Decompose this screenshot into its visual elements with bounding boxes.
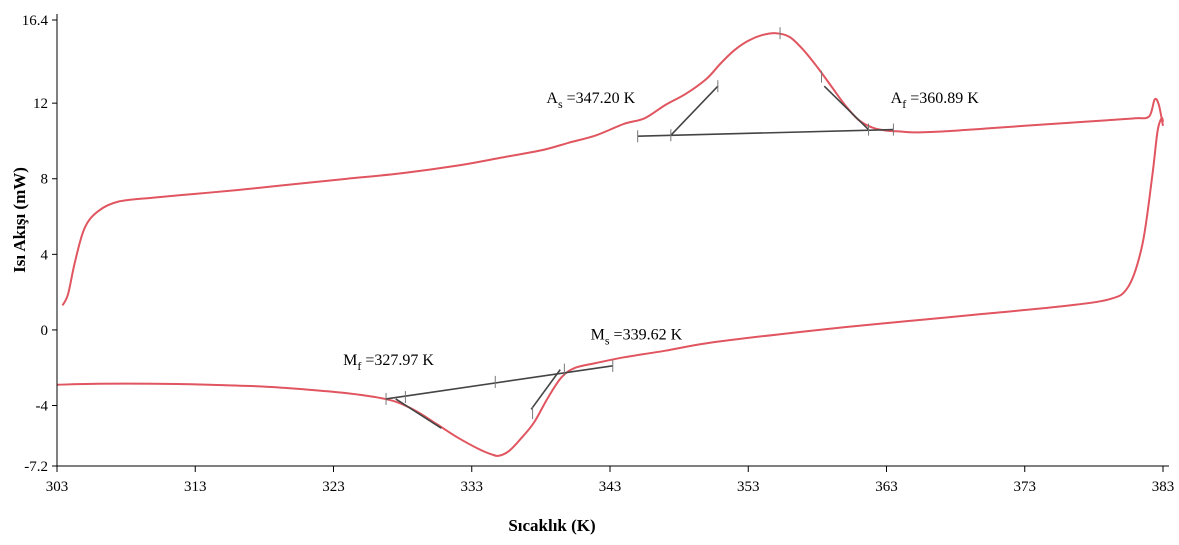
heating-curve — [61, 32, 1164, 306]
curves-layer — [56, 32, 1164, 457]
y-tick-label: 16.4 — [22, 13, 49, 29]
y-tick-label: -4 — [36, 399, 49, 415]
x-tick-label: 353 — [737, 479, 760, 495]
x-tick-label: 323 — [322, 479, 345, 495]
x-axis-title: Sıcaklık (K) — [508, 516, 595, 535]
baseline — [385, 365, 613, 400]
tangent-line — [395, 398, 442, 429]
x-tick-label: 303 — [46, 479, 69, 495]
y-tick-label: 0 — [41, 323, 49, 339]
annotations-layer: As =347.20 K Af =360.89 K Ms =339.62 K Mf =… — [343, 90, 979, 373]
y-tick-label: 8 — [41, 172, 49, 188]
baseline — [637, 128, 894, 138]
x-tick-label: 313 — [184, 479, 207, 495]
baselines-layer — [385, 85, 894, 429]
tangent-line — [823, 85, 870, 131]
y-tick-label: 12 — [33, 96, 48, 112]
x-tick-label: 363 — [875, 479, 898, 495]
y-tick-label: -7.2 — [24, 459, 48, 475]
x-tick-label: 343 — [599, 479, 622, 495]
x-tick-label: 373 — [1014, 479, 1037, 495]
x-tick-label: 383 — [1152, 479, 1175, 495]
x-tick-label: 333 — [461, 479, 484, 495]
cooling-curve — [56, 116, 1164, 457]
annotation-af: Af =360.89 K — [891, 90, 980, 111]
annotation-as: As =347.20 K — [546, 90, 635, 111]
y-axis-title: Isı Akışı (mW) — [10, 167, 29, 273]
tangent-line — [670, 85, 719, 136]
annotation-mf: Mf =327.97 K — [343, 352, 434, 373]
tick-marks-layer — [385, 27, 894, 420]
y-tick-label: 4 — [41, 247, 49, 263]
tangent-line — [530, 369, 561, 410]
annotation-ms: Ms =339.62 K — [591, 326, 683, 347]
axes-layer — [56, 14, 1169, 467]
axis-ticks-layer: 303 313 323 333 343 353 363 373 383 16.4 12 8 4 0 -4 -7… — [22, 13, 1175, 495]
